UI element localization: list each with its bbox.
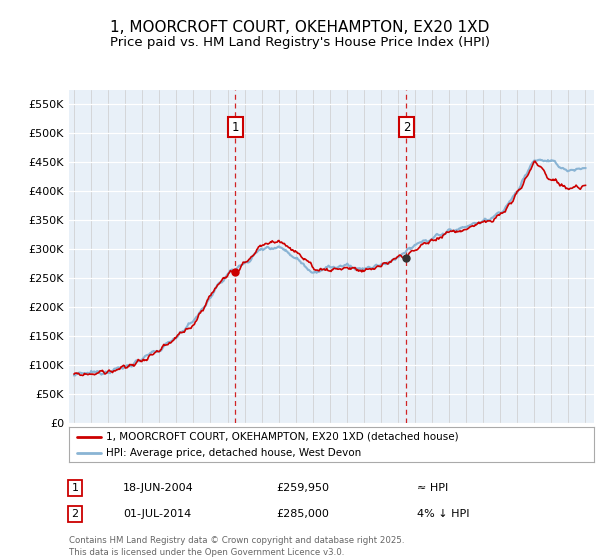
Text: 1: 1	[71, 483, 79, 493]
Text: Price paid vs. HM Land Registry's House Price Index (HPI): Price paid vs. HM Land Registry's House …	[110, 36, 490, 49]
Text: £285,000: £285,000	[276, 509, 329, 519]
Text: 2: 2	[403, 121, 410, 134]
Text: 1, MOORCROFT COURT, OKEHAMPTON, EX20 1XD: 1, MOORCROFT COURT, OKEHAMPTON, EX20 1XD	[110, 20, 490, 35]
Text: £259,950: £259,950	[276, 483, 329, 493]
Text: Contains HM Land Registry data © Crown copyright and database right 2025.
This d: Contains HM Land Registry data © Crown c…	[69, 536, 404, 557]
Text: 1, MOORCROFT COURT, OKEHAMPTON, EX20 1XD (detached house): 1, MOORCROFT COURT, OKEHAMPTON, EX20 1XD…	[106, 432, 458, 442]
Text: HPI: Average price, detached house, West Devon: HPI: Average price, detached house, West…	[106, 449, 361, 458]
Text: 4% ↓ HPI: 4% ↓ HPI	[417, 509, 469, 519]
Text: ≈ HPI: ≈ HPI	[417, 483, 448, 493]
Text: 01-JUL-2014: 01-JUL-2014	[123, 509, 191, 519]
Text: 1: 1	[232, 121, 239, 134]
Text: 18-JUN-2004: 18-JUN-2004	[123, 483, 194, 493]
Text: 2: 2	[71, 509, 79, 519]
